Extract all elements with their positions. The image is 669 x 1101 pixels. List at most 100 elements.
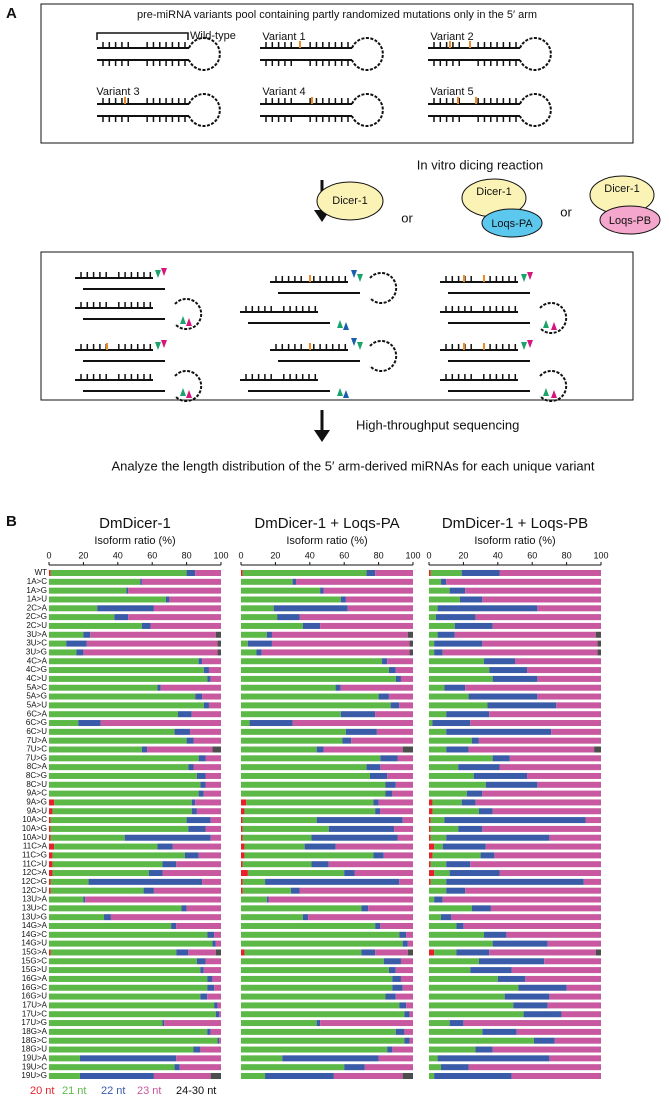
bar-segment — [583, 878, 601, 885]
bar-segment — [241, 746, 317, 753]
bar-segment — [49, 940, 213, 947]
cleavage-site — [180, 388, 186, 396]
bar-segment — [198, 658, 203, 665]
or-label: or — [401, 210, 413, 225]
loop — [369, 272, 398, 304]
bar-segment — [399, 702, 413, 709]
bar-segment — [49, 949, 51, 956]
category-label: 7U>A — [27, 736, 48, 745]
bar-segment — [242, 825, 329, 832]
bar-segment — [335, 843, 413, 850]
bar-segment — [429, 808, 433, 815]
bar-segment — [49, 658, 199, 665]
bar-segment — [195, 570, 221, 576]
bar-segment — [402, 746, 413, 753]
bar-segment — [90, 631, 216, 638]
hairpin — [428, 93, 552, 127]
bar-segment — [241, 984, 393, 991]
bar-segment — [429, 578, 442, 585]
bar-segment — [164, 1020, 221, 1027]
bar-segment — [485, 781, 538, 788]
bar-segment — [215, 940, 221, 947]
bar-segment — [49, 975, 208, 982]
bar-segment — [176, 949, 189, 956]
bar-segment — [409, 1011, 413, 1018]
product — [75, 343, 165, 362]
bar-segment — [271, 640, 410, 647]
bar-segment — [242, 834, 312, 841]
bar-segment — [527, 772, 601, 779]
bar-segment — [181, 905, 187, 912]
bar-segment — [198, 852, 221, 859]
loop — [369, 340, 398, 372]
products-box — [40, 251, 634, 401]
bar-segment — [429, 852, 433, 859]
bar-segment — [404, 1028, 413, 1035]
bar-segment — [380, 808, 413, 815]
bar-segment — [537, 605, 601, 612]
category-label: 2C>A — [27, 603, 48, 612]
bar-segment — [210, 1028, 221, 1035]
bar-segment — [52, 861, 163, 868]
category-label: WT — [35, 568, 48, 577]
bar-segment — [241, 817, 243, 824]
category-label: 8C>U — [26, 780, 47, 789]
bar-segment — [429, 1055, 438, 1062]
bar-segment — [241, 958, 384, 965]
bar-segment — [266, 896, 269, 903]
bar-segment — [241, 1028, 396, 1035]
bar-segment — [214, 984, 221, 991]
bar-segment — [446, 728, 552, 735]
bar-segment — [430, 861, 447, 868]
bar-segment — [124, 834, 211, 841]
bar-segment — [361, 949, 376, 956]
bar-segment — [454, 622, 493, 629]
bar-segment — [429, 631, 438, 638]
category-label: 12C>U — [22, 886, 47, 895]
bar-segment — [49, 570, 51, 576]
category-label: 1A>U — [27, 595, 47, 604]
category-label: 3U>G — [26, 648, 47, 657]
x-tick-label: 0 — [426, 550, 431, 560]
bar-segment — [186, 905, 221, 912]
bar-segment — [49, 614, 115, 621]
bar-segment — [241, 658, 383, 665]
bar-segment — [49, 1011, 216, 1018]
bar-segment — [49, 1002, 215, 1009]
bar-segment — [50, 834, 125, 841]
bar-segment — [241, 737, 343, 744]
bar-segment — [49, 993, 201, 1000]
loqs-pa — [481, 208, 543, 238]
bar-segment — [49, 640, 67, 647]
bar-segment — [52, 852, 185, 859]
bar-segment — [454, 631, 596, 638]
bar-segment — [193, 764, 221, 771]
bar-segment — [385, 790, 393, 797]
product — [440, 343, 530, 362]
bar-segment — [566, 984, 601, 991]
bar-segment — [489, 667, 528, 674]
bar-segment — [302, 622, 321, 629]
bar-segment — [429, 781, 486, 788]
category-label: 4C>A — [27, 656, 48, 665]
bar-segment — [49, 631, 84, 638]
bar-segment — [492, 808, 601, 815]
bar-segment — [595, 949, 601, 956]
bar-segment — [387, 772, 413, 779]
bar-segment — [468, 693, 538, 700]
bar-segment — [387, 658, 413, 665]
bar-segment — [492, 622, 601, 629]
bar-segment — [200, 967, 204, 974]
bar-segment — [241, 967, 389, 974]
bar-segment — [402, 984, 413, 991]
cleavage-site — [357, 342, 363, 350]
bar-segment — [513, 1002, 548, 1009]
bar-segment — [210, 1073, 221, 1079]
bar-segment — [478, 958, 545, 965]
bar-segment — [261, 649, 410, 656]
bar-segment — [597, 640, 601, 647]
bar-segment — [509, 755, 601, 762]
bar-segment — [186, 817, 211, 824]
panel-label: A — [6, 5, 17, 22]
